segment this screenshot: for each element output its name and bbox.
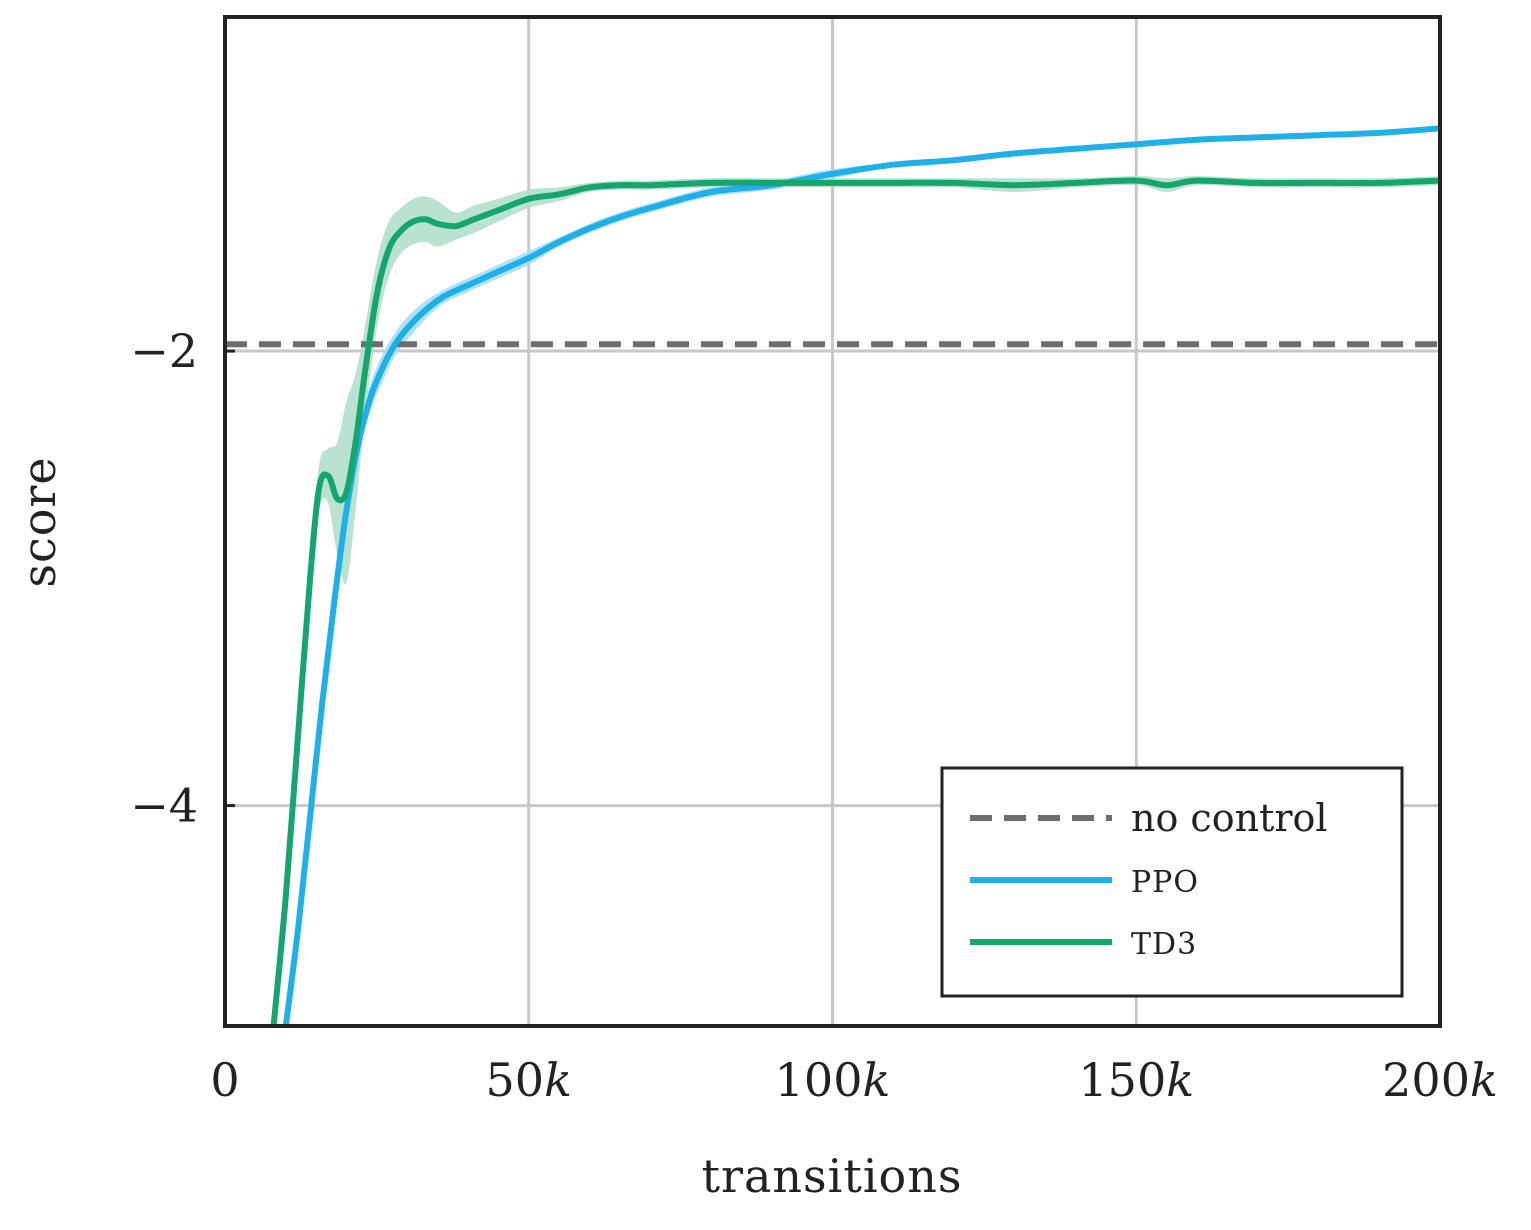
x-tick-suffix: k bbox=[1470, 1053, 1498, 1107]
ppo-line bbox=[282, 125, 1440, 1026]
y-axis-title: score bbox=[12, 456, 66, 587]
plot-frame bbox=[223, 15, 1442, 1028]
x-tick-label: 0 bbox=[210, 1053, 239, 1107]
x-tick-label: 100k bbox=[775, 1053, 891, 1107]
legend-label-td3: TD3 bbox=[1131, 927, 1197, 962]
x-tick-suffix: k bbox=[862, 1053, 890, 1107]
x-tick-number: 150 bbox=[1078, 1053, 1166, 1107]
x-tick-number: 0 bbox=[210, 1053, 239, 1107]
x-tick-suffix: k bbox=[1166, 1053, 1194, 1107]
x-tick-label: 200k bbox=[1382, 1053, 1498, 1107]
legend: no control PPO TD3 bbox=[940, 766, 1404, 998]
td3-band bbox=[273, 176, 1440, 1026]
td3-line bbox=[270, 177, 1440, 1026]
legend-label-no-control: no control bbox=[1131, 796, 1328, 840]
confidence-bands bbox=[273, 126, 1440, 1026]
x-tick-number: 100 bbox=[775, 1053, 863, 1107]
x-axis-title: transitions bbox=[702, 1149, 963, 1203]
x-tick-number: 200 bbox=[1382, 1053, 1470, 1107]
x-tick-label: 50k bbox=[486, 1053, 572, 1107]
y-tick-labels: −2 −4 bbox=[130, 324, 198, 833]
x-tick-labels: 0 50k 100k 150k 200k bbox=[210, 1053, 1497, 1107]
series-lines bbox=[225, 125, 1440, 1026]
y-tick-label: −4 bbox=[130, 779, 198, 833]
legend-label-ppo: PPO bbox=[1131, 865, 1199, 900]
y-tick-label: −2 bbox=[130, 324, 198, 378]
x-tick-number: 50 bbox=[486, 1053, 545, 1107]
x-tick-label: 150k bbox=[1078, 1053, 1194, 1107]
x-tick-suffix: k bbox=[544, 1053, 572, 1107]
